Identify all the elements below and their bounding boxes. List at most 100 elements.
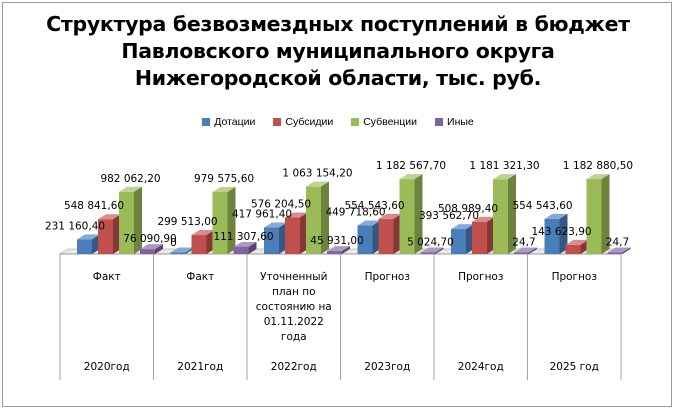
bar-side [414, 174, 423, 254]
bar-top [607, 247, 631, 253]
category-kind-label: года [281, 331, 307, 343]
bar-4-3 [327, 251, 342, 254]
bar-top [565, 239, 589, 245]
data-label: 1 063 154,20 [282, 168, 352, 180]
bar-top [264, 222, 287, 228]
data-label: 76 090,90 [123, 233, 176, 245]
category-year-label: 2024год [458, 361, 504, 373]
bar-top [420, 247, 444, 253]
data-label: 554 543,60 [344, 200, 404, 212]
bar-4-1 [140, 249, 155, 254]
bar-2-2 [191, 235, 207, 254]
bar-3-6 [586, 179, 602, 254]
chart-title-line-1: Структура безвозмездных поступлений в бю… [46, 12, 630, 36]
chart-legend: Дотации Субсидии Субвенции Иные [0, 116, 676, 128]
bar-2-1 [98, 219, 113, 254]
bar-1-5 [451, 229, 466, 254]
bar-side [529, 247, 537, 254]
category-kind-label: Прогноз [458, 271, 503, 283]
data-label: 24,7 [512, 237, 535, 249]
bar-top [306, 181, 329, 187]
legend-label: Дотации [214, 116, 256, 128]
legend-label: Субвенции [363, 116, 418, 128]
bar-top [285, 212, 308, 218]
legend-item-1: Дотации [202, 116, 255, 128]
bar-top [544, 213, 568, 219]
bar-top [191, 230, 215, 236]
bar-top [378, 213, 402, 219]
bar-top [212, 186, 236, 192]
category-kind-label: Уточненный [260, 271, 327, 283]
data-label: 299 513,00 [157, 216, 217, 228]
data-label: 576 204,50 [251, 199, 311, 211]
data-label: 45 931,00 [310, 235, 363, 247]
legend-item-4: Иные [435, 116, 474, 128]
category-year-label: 2025 год [550, 361, 599, 373]
data-label: 449 718,60 [325, 207, 385, 219]
bar-1-2 [170, 252, 186, 254]
bar-3-4 [399, 179, 415, 254]
bar-1-3 [264, 227, 279, 254]
bar-2-6 [565, 244, 581, 254]
bar-3-1 [119, 191, 134, 254]
data-label: 143 623,90 [531, 226, 591, 238]
bar-4-5 [514, 252, 529, 254]
bar-top [327, 246, 350, 252]
data-label: 24,7 [606, 237, 629, 249]
category-year-label: 2021год [177, 361, 223, 373]
category-kind-label: план по [272, 286, 316, 298]
category-kind-label: Прогноз [365, 271, 410, 283]
bar-side [321, 181, 329, 254]
bar-2-5 [472, 221, 487, 254]
data-label: 548 841,60 [64, 200, 124, 212]
bar-top [170, 247, 194, 253]
legend-item-2: Субсидии [273, 116, 333, 128]
data-label: 1 182 880,50 [563, 160, 633, 172]
legend-item-3: Субвенции [351, 116, 417, 128]
bar-1-6 [544, 218, 560, 254]
legend-label: Иные [447, 116, 474, 128]
bar-side [601, 174, 610, 254]
bar-3-5 [493, 179, 508, 254]
data-label: 5 024,70 [407, 237, 454, 249]
bar-top [140, 244, 163, 250]
bar-3-2 [212, 191, 228, 254]
category-year-label: 2022год [271, 361, 317, 373]
legend-label: Субсидии [285, 116, 334, 128]
bar-4-4 [420, 252, 436, 254]
chart-frame [2, 2, 672, 407]
chart-title-line-3: Нижегородской области, тыс. руб. [134, 66, 542, 90]
bar-4-6 [607, 252, 623, 254]
bar-top [586, 174, 610, 180]
bar-top [451, 224, 474, 230]
bar-top [119, 186, 142, 192]
bar-2-3 [285, 217, 300, 254]
bar-top [77, 234, 100, 240]
category-kind-label: 01.11.2022 [264, 316, 324, 328]
bar-2-4 [378, 218, 394, 254]
bar-1-1 [77, 239, 92, 254]
category-year-label: 2020год [84, 361, 130, 373]
bar-1-4 [357, 225, 373, 254]
bar-top [472, 216, 495, 222]
legend-swatch [435, 118, 444, 126]
chart-title: Структура безвозмездных поступлений в бю… [0, 11, 676, 92]
bar-side [622, 247, 631, 254]
data-label: 1 182 567,70 [376, 160, 446, 172]
bar-top [98, 214, 121, 220]
data-label: 554 543,60 [512, 200, 572, 212]
category-kind-label: состоянию на [256, 301, 332, 313]
category-kind-label: Факт [93, 271, 121, 283]
legend-swatch [351, 118, 360, 126]
chart-title-line-2: Павловского муниципального округа [121, 39, 555, 63]
category-kind-label: Факт [186, 271, 214, 283]
bar-top [493, 174, 516, 180]
data-label: 231 160,40 [45, 220, 105, 232]
data-label: 111 307,60 [213, 231, 273, 243]
data-label: 0 [170, 237, 177, 249]
bar-side [248, 241, 257, 254]
bar-side [227, 186, 236, 254]
bar-4-2 [233, 246, 249, 254]
data-label: 393 562,70 [419, 210, 479, 222]
data-label: 982 062,20 [100, 173, 160, 185]
